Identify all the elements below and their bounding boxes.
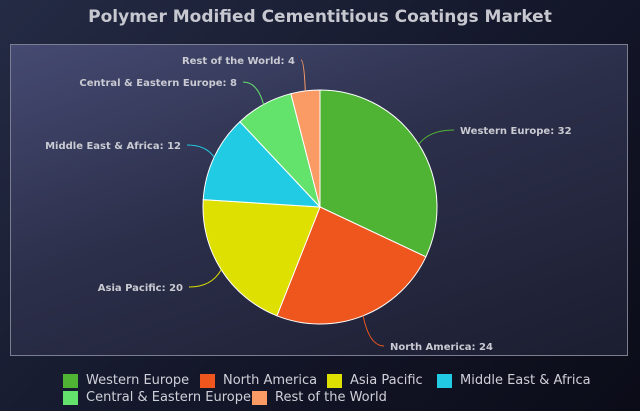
label-connector xyxy=(242,81,265,105)
legend-swatch xyxy=(437,373,452,388)
legend-swatch xyxy=(63,373,78,388)
legend-label: Western Europe xyxy=(86,373,190,388)
pie-slice[interactable] xyxy=(202,199,321,317)
chart-title: Polymer Modified Cementitious Coatings M… xyxy=(88,7,552,27)
legend-item-asia-pacific[interactable]: Asia Pacific xyxy=(327,373,423,388)
legend-label: Rest of the World xyxy=(275,390,387,405)
slice-data-label: North America: 24 xyxy=(390,342,493,353)
legend-swatch xyxy=(200,373,215,388)
legend-swatch xyxy=(63,390,78,405)
pie-slice[interactable] xyxy=(202,121,322,208)
legend-item-north-america[interactable]: North America xyxy=(200,373,317,388)
legend-item-western-europe[interactable]: Western Europe xyxy=(63,373,189,388)
slice-data-label: Central & Eastern Europe: 8 xyxy=(79,78,237,89)
legend-swatch xyxy=(327,373,342,388)
label-connector xyxy=(362,315,385,347)
legend-label: Central & Eastern Europe xyxy=(86,390,251,405)
slice-data-label: Middle East & Africa: 12 xyxy=(45,141,181,152)
label-connector xyxy=(186,144,215,158)
legend-label: North America xyxy=(223,373,318,388)
pie-slice[interactable] xyxy=(276,206,427,325)
label-connector xyxy=(188,269,222,288)
legend-item-central-eastern-europe[interactable]: Central & Eastern Europe xyxy=(63,390,251,405)
pie-slice[interactable] xyxy=(290,89,321,208)
slice-data-label: Western Europe: 32 xyxy=(460,126,572,137)
pie-chart: Western Europe: 32 North America: 24 Asia … xyxy=(45,56,572,353)
slice-data-label: Rest of the World: 4 xyxy=(182,56,295,67)
legend-swatch xyxy=(252,390,267,405)
slice-data-label: Asia Pacific: 20 xyxy=(98,283,183,294)
label-connector xyxy=(418,129,455,145)
legend-item-middle-east-africa[interactable]: Middle East & Africa xyxy=(437,373,591,388)
legend-item-rest-of-the-world[interactable]: Rest of the World xyxy=(252,390,387,405)
legend-label: Asia Pacific xyxy=(350,373,423,388)
label-connector xyxy=(300,59,306,91)
pie-slice[interactable] xyxy=(319,89,438,258)
legend-label: Middle East & Africa xyxy=(460,373,591,388)
